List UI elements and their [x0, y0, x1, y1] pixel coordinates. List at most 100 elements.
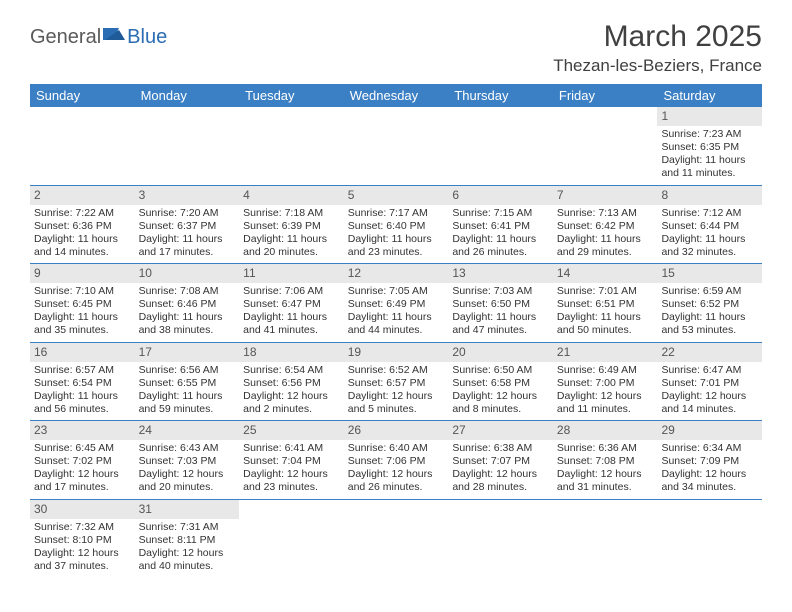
day-day2: and 35 minutes. [34, 324, 131, 337]
day-sunset: Sunset: 7:00 PM [557, 377, 654, 390]
day-number: 15 [657, 264, 762, 283]
day-cell-blank [344, 107, 449, 185]
day-day1: Daylight: 11 hours [139, 390, 236, 403]
day-sunrise: Sunrise: 6:47 AM [661, 364, 758, 377]
day-cell-blank [239, 107, 344, 185]
day-day1: Daylight: 11 hours [661, 154, 758, 167]
day-sunset: Sunset: 7:06 PM [348, 455, 445, 468]
day-sunrise: Sunrise: 6:54 AM [243, 364, 340, 377]
day-sunset: Sunset: 7:04 PM [243, 455, 340, 468]
day-number: 27 [448, 421, 553, 440]
day-cell: 31Sunrise: 7:31 AMSunset: 8:11 PMDayligh… [135, 500, 240, 578]
day-day2: and 40 minutes. [139, 560, 236, 573]
day-day1: Daylight: 12 hours [34, 468, 131, 481]
day-day1: Daylight: 11 hours [661, 311, 758, 324]
flag-icon [103, 26, 125, 49]
day-sunrise: Sunrise: 7:23 AM [661, 128, 758, 141]
day-day1: Daylight: 12 hours [139, 547, 236, 560]
day-number: 25 [239, 421, 344, 440]
day-cell: 13 Sunrise: 7:03 AMSunset: 6:50 PMDayligh… [448, 264, 553, 342]
day-cell-blank [135, 107, 240, 185]
day-day2: and 37 minutes. [34, 560, 131, 573]
day-day1: Daylight: 11 hours [661, 233, 758, 246]
day-sunset: Sunset: 6:45 PM [34, 298, 131, 311]
day-number: 14 [553, 264, 658, 283]
day-cell: 1Sunrise: 7:23 AMSunset: 6:35 PMDaylight… [657, 107, 762, 185]
week-row: 23Sunrise: 6:45 AMSunset: 7:02 PMDayligh… [30, 421, 762, 500]
day-day1: Daylight: 11 hours [243, 311, 340, 324]
day-day2: and 29 minutes. [557, 246, 654, 259]
day-cell: 8Sunrise: 7:12 AMSunset: 6:44 PMDaylight… [657, 186, 762, 264]
day-cell-blank [657, 500, 762, 578]
day-sunrise: Sunrise: 6:36 AM [557, 442, 654, 455]
day-day2: and 20 minutes. [139, 481, 236, 494]
week-row: 16Sunrise: 6:57 AMSunset: 6:54 PMDayligh… [30, 343, 762, 422]
day-sunrise: Sunrise: 7:20 AM [139, 207, 236, 220]
day-sunrise: Sunrise: 6:45 AM [34, 442, 131, 455]
day-sunset: Sunset: 6:36 PM [34, 220, 131, 233]
day-sunset: Sunset: 6:47 PM [243, 298, 340, 311]
day-cell: 21Sunrise: 6:49 AMSunset: 7:00 PMDayligh… [553, 343, 658, 421]
day-cell-blank [553, 500, 658, 578]
day-cell: 10Sunrise: 7:08 AMSunset: 6:46 PMDayligh… [135, 264, 240, 342]
week-row: 1Sunrise: 7:23 AMSunset: 6:35 PMDaylight… [30, 107, 762, 186]
day-day2: and 28 minutes. [452, 481, 549, 494]
day-day1: Daylight: 12 hours [243, 390, 340, 403]
day-number: 26 [344, 421, 449, 440]
day-sunset: Sunset: 7:08 PM [557, 455, 654, 468]
day-day1: Daylight: 12 hours [348, 468, 445, 481]
day-cell: 15Sunrise: 6:59 AMSunset: 6:52 PMDayligh… [657, 264, 762, 342]
day-day1: Daylight: 11 hours [452, 311, 549, 324]
day-day1: Daylight: 11 hours [348, 311, 445, 324]
day-day2: and 34 minutes. [661, 481, 758, 494]
brand-logo: General Blue [30, 26, 167, 49]
day-sunset: Sunset: 6:35 PM [661, 141, 758, 154]
brand-part1: General [30, 26, 101, 49]
day-day2: and 11 minutes. [557, 403, 654, 416]
day-sunset: Sunset: 6:46 PM [139, 298, 236, 311]
day-cell-blank [553, 107, 658, 185]
day-day2: and 47 minutes. [452, 324, 549, 337]
day-number: 16 [30, 343, 135, 362]
day-cell: 28Sunrise: 6:36 AMSunset: 7:08 PMDayligh… [553, 421, 658, 499]
day-number: 13 [448, 264, 553, 283]
day-day2: and 53 minutes. [661, 324, 758, 337]
day-day2: and 5 minutes. [348, 403, 445, 416]
day-cell: 26Sunrise: 6:40 AMSunset: 7:06 PMDayligh… [344, 421, 449, 499]
day-day1: Daylight: 11 hours [34, 311, 131, 324]
weekday-thu: Thursday [448, 84, 553, 107]
day-sunrise: Sunrise: 7:15 AM [452, 207, 549, 220]
day-day2: and 23 minutes. [348, 246, 445, 259]
day-cell: 24Sunrise: 6:43 AMSunset: 7:03 PMDayligh… [135, 421, 240, 499]
day-cell-blank [239, 500, 344, 578]
day-cell: 25Sunrise: 6:41 AMSunset: 7:04 PMDayligh… [239, 421, 344, 499]
day-day2: and 17 minutes. [139, 246, 236, 259]
day-day2: and 2 minutes. [243, 403, 340, 416]
day-day2: and 23 minutes. [243, 481, 340, 494]
day-sunrise: Sunrise: 7:03 AM [452, 285, 549, 298]
day-number: 5 [344, 186, 449, 205]
day-day2: and 38 minutes. [139, 324, 236, 337]
day-day1: Daylight: 12 hours [34, 547, 131, 560]
header: General Blue March 2025 Thezan-les-Bezie… [30, 20, 762, 76]
day-sunrise: Sunrise: 6:38 AM [452, 442, 549, 455]
day-day2: and 8 minutes. [452, 403, 549, 416]
day-number: 22 [657, 343, 762, 362]
day-day1: Daylight: 12 hours [348, 390, 445, 403]
day-day1: Daylight: 11 hours [557, 233, 654, 246]
day-day2: and 14 minutes. [661, 403, 758, 416]
day-sunset: Sunset: 6:37 PM [139, 220, 236, 233]
day-day1: Daylight: 12 hours [452, 390, 549, 403]
title-group: March 2025 Thezan-les-Beziers, France [553, 20, 762, 76]
day-number: 18 [239, 343, 344, 362]
day-cell: 17Sunrise: 6:56 AMSunset: 6:55 PMDayligh… [135, 343, 240, 421]
calendar: Sunday Monday Tuesday Wednesday Thursday… [30, 84, 762, 577]
day-day2: and 14 minutes. [34, 246, 131, 259]
day-number: 2 [30, 186, 135, 205]
day-sunset: Sunset: 6:41 PM [452, 220, 549, 233]
day-sunset: Sunset: 8:10 PM [34, 534, 131, 547]
day-sunrise: Sunrise: 7:31 AM [139, 521, 236, 534]
day-number: 21 [553, 343, 658, 362]
day-sunset: Sunset: 6:50 PM [452, 298, 549, 311]
day-sunrise: Sunrise: 7:22 AM [34, 207, 131, 220]
